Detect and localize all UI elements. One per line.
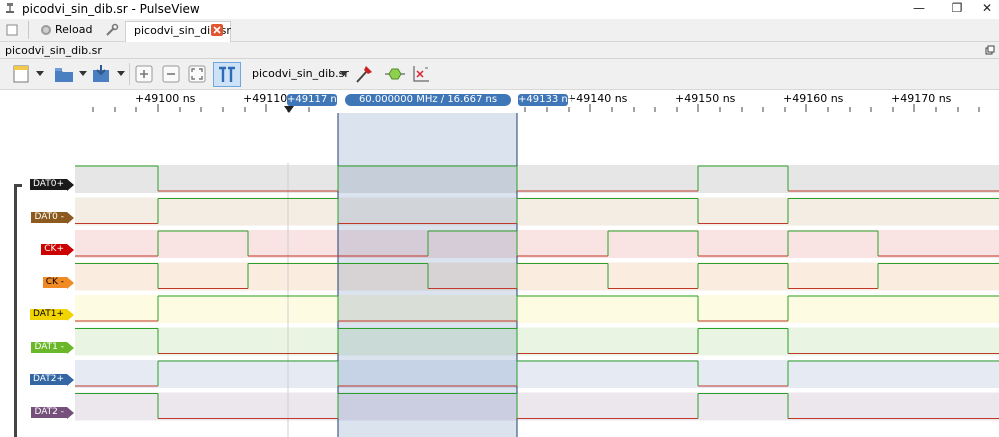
maximize-button[interactable]: ❐ [951,1,963,15]
zoom-in-icon[interactable] [133,63,155,85]
ruler-tick-label: +49140 ns [567,92,628,105]
channel-band [75,165,999,193]
cursor-selection-region[interactable] [338,163,517,437]
close-tab-icon[interactable] [211,24,223,36]
channel-band [75,327,999,356]
minimize-button[interactable]: — [913,1,925,15]
waveform-area[interactable] [75,163,999,437]
channel-label[interactable]: DAT0 - [31,211,67,223]
trigger-marker-icon [284,106,294,113]
tools-icon[interactable] [105,23,119,37]
channel-label-arrow [67,276,74,289]
zoom-fit-icon[interactable] [186,63,208,85]
decoder-icon[interactable] [384,63,406,85]
chevron-down-icon[interactable] [117,71,125,77]
channel-label-arrow [67,341,74,354]
cursor-icon [219,66,235,82]
channel-label[interactable]: CK+ [41,244,67,255]
reload-button[interactable]: Reload [55,23,93,36]
channel-label[interactable]: CK - [42,276,67,288]
session-file-select[interactable]: picodvi_sin_dib.sr [252,67,349,80]
ruler-tick-label: +49150 ns [675,92,736,105]
document-title: picodvi_sin_dib.sr [5,44,102,57]
math-channel-icon[interactable] [410,63,432,85]
channel-label-arrow [67,374,74,386]
cursor-region-top [337,113,518,163]
open-folder-icon[interactable] [53,63,75,85]
cursor-b-time-label[interactable]: +49133 ns [518,94,573,106]
ruler-tick-label: +49170 ns [891,92,952,105]
channel-label-arrow [67,211,74,224]
window-title: picodvi_sin_dib.sr - PulseView [22,2,200,16]
channel-label-arrow [67,244,74,256]
document-header [0,42,999,59]
ruler-tick-label: +49160 ns [783,92,844,105]
channel-labels-panel [0,113,75,437]
save-icon[interactable] [90,63,112,85]
channel-label[interactable]: DAT1+ [30,309,67,320]
show-cursors-button[interactable] [213,62,241,87]
chevron-down-icon[interactable] [36,71,44,77]
probe-icon[interactable] [353,63,375,85]
reload-icon [41,25,51,35]
chevron-down-icon[interactable] [340,71,348,77]
pulseview-app-icon [6,3,14,13]
channel-label-arrow [67,309,74,321]
tab-session-label: picodvi_sin_dib.sr [134,24,231,37]
title-bar [0,0,999,18]
float-dock-icon[interactable] [985,45,995,55]
ruler-ticks [92,104,980,112]
new-session-icon[interactable] [6,24,18,36]
tab-session[interactable] [125,21,231,42]
channel-band [75,197,999,226]
channel-band [75,262,999,291]
channel-band [75,230,999,258]
channel-label[interactable]: DAT0+ [30,179,67,190]
channel-label-arrow [67,179,74,191]
tab-bar [0,19,999,42]
channel-label-arrow [67,406,74,419]
new-file-icon[interactable] [10,63,32,85]
channel-band [75,392,999,421]
cursor-a-time-label[interactable]: +49117 ns [287,94,342,106]
channel-group-bracket [14,184,22,437]
toolbar-divider [129,63,130,85]
channel-label[interactable]: DAT2 - [31,406,67,418]
channel-label[interactable]: DAT2+ [30,374,67,385]
cursor-delta-label[interactable]: 60.000000 MHz / 16.667 ns [345,94,511,106]
channel-band [75,295,999,323]
channel-label[interactable]: DAT1 - [31,341,67,353]
ruler-tick-label: +49100 ns [135,92,196,105]
channel-band [75,360,999,388]
chevron-down-icon[interactable] [79,71,87,77]
zoom-out-icon[interactable] [160,63,182,85]
close-window-button[interactable]: ✕ [981,1,993,15]
tab-divider [28,21,29,39]
